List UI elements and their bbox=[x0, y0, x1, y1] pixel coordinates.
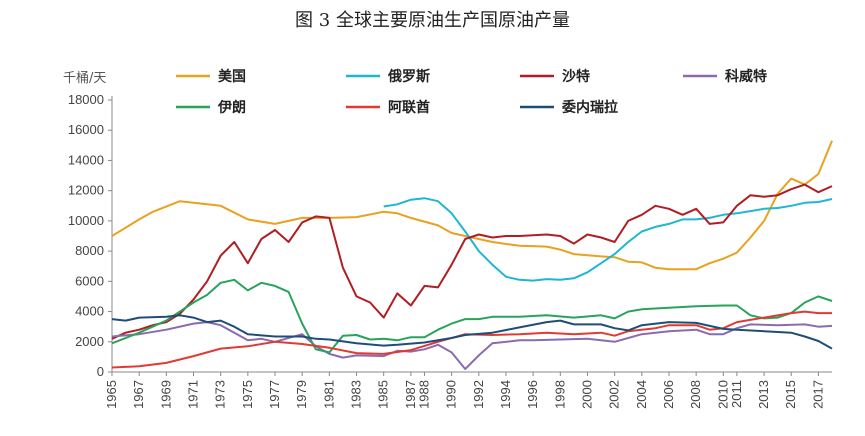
x-tick-label: 1992 bbox=[471, 380, 486, 409]
y-tick-label: 12000 bbox=[68, 183, 104, 198]
series-line-2 bbox=[111, 183, 833, 340]
series-line-5 bbox=[111, 310, 832, 369]
series-line-3 bbox=[111, 321, 833, 370]
x-tick-label: 1985 bbox=[376, 380, 391, 409]
legend-label-2: 沙特 bbox=[562, 68, 590, 85]
series-line-0 bbox=[111, 140, 833, 271]
x-tick-label: 1990 bbox=[444, 380, 459, 409]
x-tick-label: 2017 bbox=[810, 380, 825, 409]
y-tick-label: 18000 bbox=[68, 92, 104, 107]
x-tick-label: 1971 bbox=[186, 380, 201, 409]
legend-label-0: 美国 bbox=[218, 68, 246, 85]
x-tick-label: 2002 bbox=[607, 380, 622, 409]
y-tick-label: 8000 bbox=[75, 243, 104, 258]
legend-label-1: 俄罗斯 bbox=[387, 68, 430, 85]
x-tick-label: 2015 bbox=[783, 380, 798, 409]
x-tick-label: 1977 bbox=[267, 380, 282, 409]
series-line-1 bbox=[383, 197, 833, 282]
x-tick-label: 1998 bbox=[552, 380, 567, 409]
x-tick-label: 2013 bbox=[756, 380, 771, 409]
x-tick-label: 2011 bbox=[729, 380, 744, 408]
y-tick-label: 2000 bbox=[75, 334, 104, 349]
y-axis-unit-label: 千桶/天 bbox=[63, 71, 106, 86]
series-line-4 bbox=[111, 278, 833, 354]
axes: 千桶/天 0 2000 4000 6000 8000 10000 12000 14000 1600… bbox=[63, 71, 832, 409]
legend-label-4: 伊朗 bbox=[217, 99, 246, 116]
y-tick-label: 4000 bbox=[75, 304, 104, 319]
x-tick-label: 2010 bbox=[715, 380, 730, 409]
series-lines bbox=[111, 140, 833, 370]
x-tick-label: 1967 bbox=[131, 380, 146, 409]
x-tick-label: 1981 bbox=[321, 380, 336, 409]
x-tick-label: 2004 bbox=[634, 380, 649, 409]
x-tick-label: 1979 bbox=[294, 380, 309, 409]
x-tick-label: 1983 bbox=[349, 380, 364, 409]
x-tick-label: 2006 bbox=[661, 380, 676, 409]
legend-label-5: 阿联酋 bbox=[388, 99, 430, 116]
x-tick-label: 2000 bbox=[579, 380, 594, 409]
x-tick-label: 1987 bbox=[403, 380, 418, 409]
legend-label-3: 科威特 bbox=[725, 68, 767, 85]
series-line-6 bbox=[111, 314, 833, 350]
y-tick-label: 10000 bbox=[68, 213, 104, 228]
y-tick-label: 14000 bbox=[68, 152, 104, 167]
x-tick-label: 1973 bbox=[213, 380, 228, 409]
y-tick-label: 0 bbox=[97, 364, 104, 379]
y-tick-label: 6000 bbox=[75, 273, 104, 288]
legend-label-6: 委内瑞拉 bbox=[561, 99, 618, 116]
x-tick-label: 1975 bbox=[240, 380, 255, 409]
y-tick-label: 16000 bbox=[68, 122, 104, 137]
x-tick-label: 1988 bbox=[416, 380, 431, 409]
chart-title: 图 3 全球主要原油生产国原油产量 bbox=[295, 10, 570, 31]
x-tick-label: 2008 bbox=[688, 380, 703, 409]
x-tick-label: 1965 bbox=[104, 380, 119, 409]
x-tick-label: 1996 bbox=[525, 380, 540, 409]
x-tick-label: 1969 bbox=[158, 380, 173, 409]
x-tick-label: 1994 bbox=[498, 380, 513, 409]
